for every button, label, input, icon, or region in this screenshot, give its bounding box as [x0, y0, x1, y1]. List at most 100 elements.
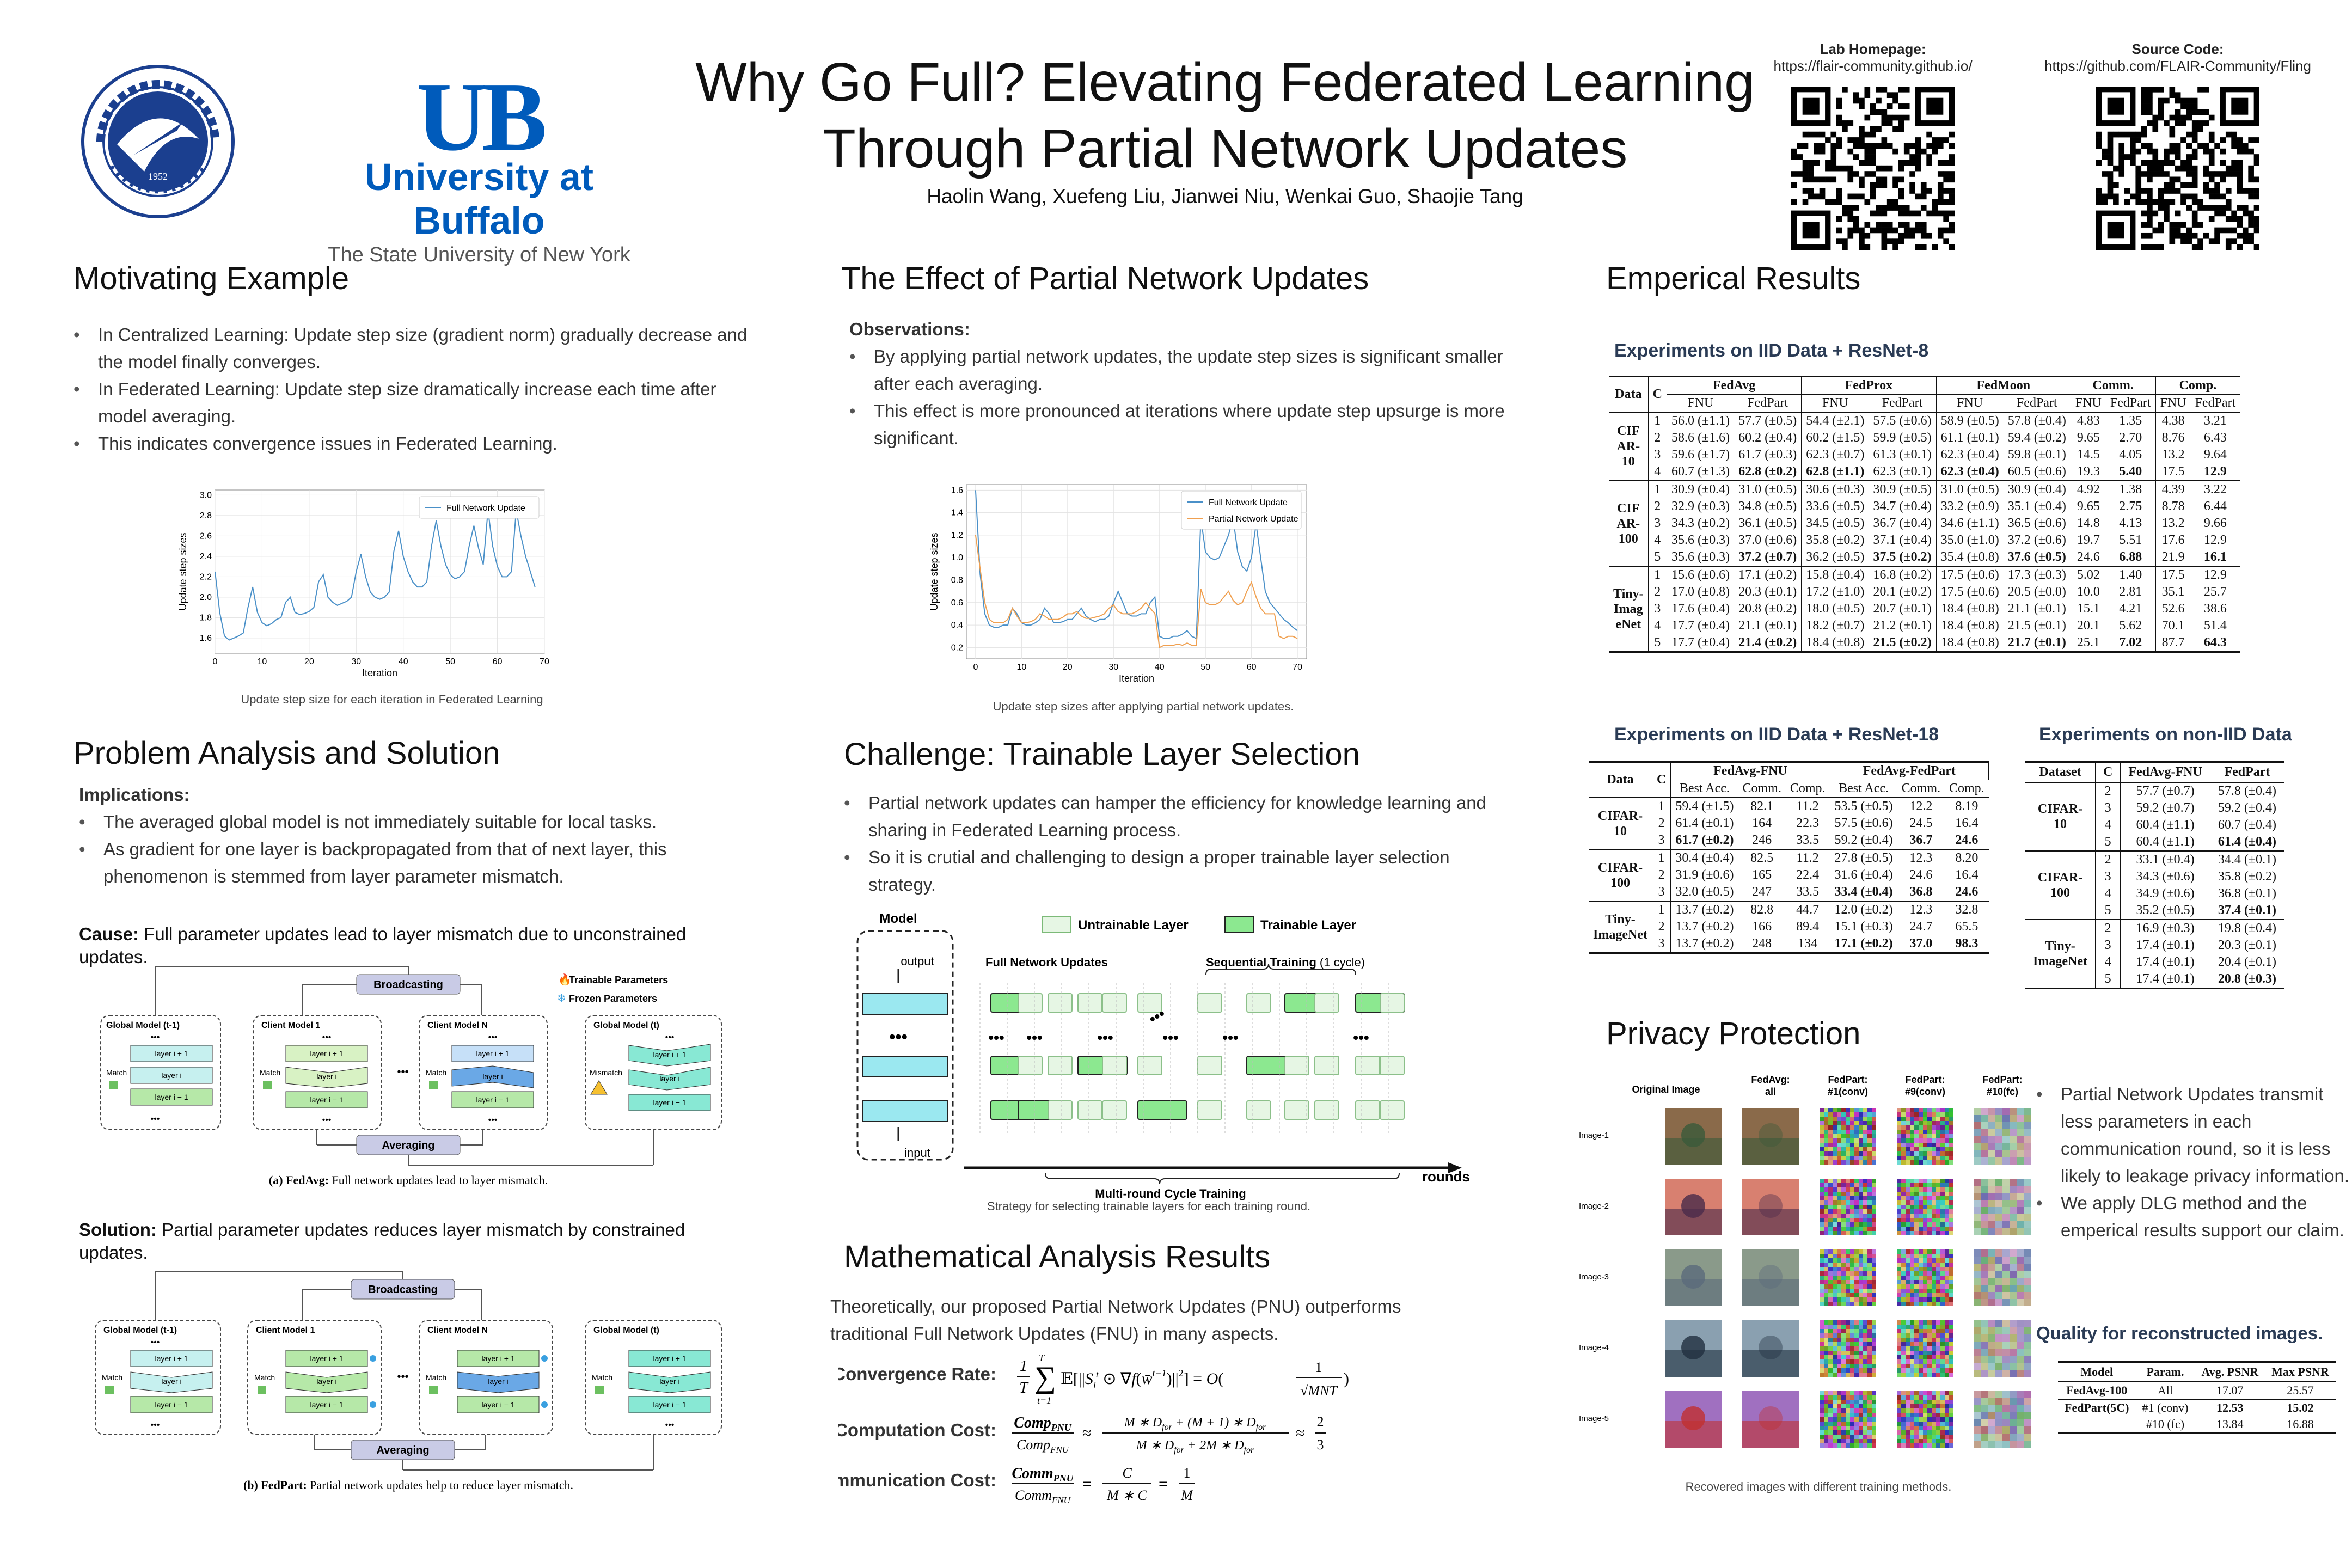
untrainable-layer-cell: [1284, 1100, 1309, 1120]
dlg-image-grid: Original Image FedAvg: all FedPart: #1(conv)…: [1573, 1070, 2063, 1451]
dlg-image-cell: [1897, 1391, 1953, 1448]
x-tick-label: 40: [1155, 663, 1165, 672]
svg-text:CommFNU: CommFNU: [1015, 1487, 1071, 1505]
effect-caption: Update step sizes after applying partial…: [993, 700, 1294, 713]
lab-label: Lab Homepage:: [1820, 41, 1926, 57]
dlg-image-cell: [1742, 1391, 1799, 1448]
privacy-section: Partial Network Updates transmit less pa…: [2036, 1081, 2352, 1244]
svg-text:•••: •••: [1097, 1029, 1113, 1046]
y-tick-label: 2.4: [200, 552, 212, 561]
svg-text:M ∗ C: M ∗ C: [1106, 1487, 1147, 1503]
svg-text:layer i − 1: layer i − 1: [155, 1400, 188, 1409]
svg-text:Global Model (t): Global Model (t): [593, 1021, 659, 1030]
dlg-image-cell: [1897, 1250, 1953, 1306]
dlg-column-label: #10(fc): [1987, 1086, 2018, 1097]
lab-qr-code[interactable]: [1791, 87, 1955, 250]
x-tick-label: 10: [1016, 663, 1026, 672]
dlg-row-label: Image-5: [1579, 1414, 1609, 1423]
motivating-bullet: In Centralized Learning: Update step siz…: [74, 321, 749, 376]
results-heading: Emperical Results: [1606, 261, 1861, 296]
svg-text:•••: •••: [889, 1027, 908, 1046]
challenge-caption: Strategy for selecting trainable layers …: [987, 1199, 1311, 1213]
iid8-title: Experiments on IID Data + ResNet-8: [1614, 340, 1929, 361]
motivating-section: In Centralized Learning: Update step siz…: [74, 321, 749, 457]
code-label: Source Code:: [2132, 41, 2224, 57]
svg-text:Client Model 1: Client Model 1: [261, 1021, 321, 1030]
svg-text:layer i + 1: layer i + 1: [155, 1049, 188, 1058]
problem-heading: Problem Analysis and Solution: [74, 736, 500, 771]
dlg-image-cell: [1820, 1108, 1876, 1165]
quality-table: Model Param. Avg. PSNR Max PSNR FedAvg-100 Al…: [2058, 1361, 2336, 1434]
x-tick-label: 0: [973, 663, 978, 672]
svg-text:=: =: [1159, 1475, 1168, 1493]
svg-text:Model: Model: [879, 911, 917, 926]
motivating-bullet: This indicates convergence issues in Fed…: [74, 430, 749, 457]
panel-global-next: Global Model (t) layer i + 1 layer i lay…: [585, 1015, 722, 1130]
y-tick-label: 1.2: [951, 531, 963, 540]
untrainable-layer-cell: [1355, 1056, 1380, 1075]
beihang-logo: 1952: [79, 63, 237, 220]
legend-label: Partial Network Update: [1209, 514, 1298, 524]
broadcasting-label: Broadcasting: [373, 979, 443, 991]
svg-text:M ∗ Dfor + 2M ∗ Dfor: M ∗ Dfor + 2M ∗ Dfor: [1136, 1438, 1254, 1455]
untrainable-layer-cell: [1048, 993, 1073, 1013]
x-tick-label: 70: [540, 657, 549, 666]
dlg-image-cell: [1820, 1320, 1876, 1377]
svg-text:=: =: [1082, 1475, 1092, 1493]
svg-text:layer i − 1: layer i − 1: [653, 1098, 686, 1107]
dlg-image-cell: [1742, 1108, 1799, 1165]
svg-text:•••: •••: [151, 1114, 160, 1124]
svg-text:Full Network Updates: Full Network Updates: [985, 955, 1108, 969]
title-line-2: Through Partial Network Updates: [822, 118, 1628, 179]
svg-text:C: C: [1122, 1465, 1132, 1481]
panel-global-prev: Global Model (t-1) ••• layer i + 1 layer…: [100, 1015, 221, 1130]
solution-text: Solution: Partial parameter updates redu…: [79, 1218, 754, 1264]
svg-text:layer i: layer i: [161, 1071, 181, 1080]
dlg-row-label: Image-2: [1579, 1202, 1609, 1211]
svg-text:Client Model N: Client Model N: [427, 1021, 488, 1030]
dlg-column-label: FedPart:: [1982, 1074, 2022, 1085]
dlg-column-label: #1(conv): [1828, 1086, 1868, 1097]
y-tick-label: 1.4: [951, 509, 963, 518]
svg-text:layer i: layer i: [161, 1377, 181, 1386]
svg-text:•••: •••: [1353, 1029, 1369, 1046]
dlg-image-cell: [1665, 1179, 1722, 1235]
dlg-image-cell: [1665, 1250, 1722, 1306]
untrainable-layer-cell: [1314, 1100, 1339, 1120]
dlg-row-label: Image-4: [1579, 1343, 1609, 1352]
title-line-1: Why Go Full? Elevating Federated Learnin…: [695, 52, 1755, 113]
svg-text:Mismatch: Mismatch: [590, 1068, 622, 1077]
svg-text:•••: •••: [1026, 1029, 1042, 1046]
fedpart-diagram: Broadcasting Global Model (t-1) ••• laye…: [90, 1269, 732, 1497]
source-code: Source Code: https://github.com/FLAIR-Co…: [2031, 41, 2325, 250]
svg-text:CompFNU: CompFNU: [1016, 1437, 1070, 1455]
svg-text:2: 2: [1317, 1414, 1324, 1430]
y-axis-label: Update step sizes: [177, 532, 188, 610]
svg-text:M ∗ Dfor + (M + 1) ∗ Dfor: M ∗ Dfor + (M + 1) ∗ Dfor: [1124, 1416, 1266, 1432]
dlg-row-label: Image-1: [1579, 1131, 1609, 1140]
x-tick-label: 60: [1247, 663, 1257, 672]
code-url[interactable]: https://github.com/FLAIR-Community/Fling: [2044, 58, 2311, 74]
motivating-bullet: In Federated Learning: Update step size …: [74, 376, 749, 430]
svg-text:Broadcasting: Broadcasting: [368, 1284, 438, 1296]
untrainable-layer-cell: [1018, 993, 1043, 1013]
lab-url[interactable]: https://flair-community.github.io/: [1773, 58, 1973, 74]
dlg-image-cell: [1974, 1320, 2031, 1377]
dlg-image-cell: [1742, 1250, 1799, 1306]
svg-text:Match: Match: [426, 1373, 446, 1382]
y-tick-label: 2.6: [200, 531, 212, 541]
y-tick-label: 1.6: [200, 634, 212, 643]
y-tick-label: 1.0: [951, 553, 963, 562]
svg-text:layer i + 1: layer i + 1: [481, 1354, 514, 1363]
svg-text:Match: Match: [260, 1068, 280, 1077]
code-qr-code[interactable]: [2096, 87, 2260, 250]
privacy-bullet: We apply DLG method and the emperical re…: [2036, 1190, 2352, 1244]
svg-text:•••: •••: [488, 1116, 498, 1125]
svg-text:): ): [1344, 1370, 1349, 1388]
svg-text:Global Model (t-1): Global Model (t-1): [106, 1021, 180, 1030]
noniid-table: Dataset C FedAvg-FNU FedPart CIFAR- 10 2 57.7 (…: [2025, 761, 2284, 989]
untrainable-layer-cell: [1077, 993, 1102, 1013]
series-line: [975, 490, 1298, 640]
dlg-image-cell: [1820, 1250, 1876, 1306]
x-tick-label: 10: [258, 657, 267, 666]
